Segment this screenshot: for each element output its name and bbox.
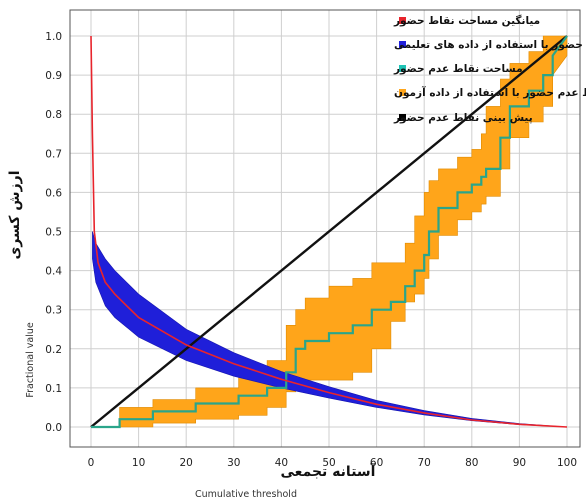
y-tick-label-7: 0.7 (45, 148, 62, 160)
legend-label-1: میانگین نقاط حضور با استفاده از داده های… (394, 38, 586, 51)
x-tick-label-5: 50 (322, 457, 335, 469)
x-tick-label-4: 40 (275, 457, 288, 469)
x-tick-label-2: 20 (180, 457, 193, 469)
predicted-omission-line (90, 35, 568, 428)
plot-frame (69, 9, 581, 448)
y-tick-label-10: 1.0 (45, 31, 62, 43)
y-tick-label-2: 0.2 (45, 344, 62, 356)
legend-swatch-2 (399, 65, 406, 72)
y-tick-label-5: 0.5 (45, 227, 62, 239)
y-tick-label-4: 0.4 (45, 266, 62, 278)
x-tick-label-10: 100 (557, 457, 577, 469)
test-omission-line (91, 35, 568, 429)
y-tick-label-3: 0.3 (45, 305, 62, 317)
legend-label-0: میانگین مساحت نقاط حضور (393, 14, 540, 27)
y-tick-label-0: 0.0 (45, 422, 62, 434)
plot-area (90, 35, 568, 429)
legend-swatch-4 (399, 114, 406, 121)
legend: میانگین مساحت نقاط حضور میانگین نقاط حضور… (393, 14, 586, 124)
x-axis-title-english: Cumulative threshold (195, 489, 297, 500)
y-tick-label-6: 0.6 (45, 187, 62, 199)
x-tick-label-3: 30 (227, 457, 240, 469)
legend-label-4: پیش بینی نقاط عدم حضور (393, 112, 533, 124)
y-tick-label-9: 0.9 (45, 70, 62, 82)
legend-label-2: مساحت نقاط عدم حضور (393, 63, 523, 75)
legend-swatch-0 (399, 17, 406, 24)
y-axis-title-persian: ارزش کسری (7, 170, 23, 259)
legend-swatch-1 (399, 41, 406, 48)
legend-swatch-3 (399, 89, 406, 96)
x-tick-label-9: 90 (513, 457, 526, 469)
x-tick-label-8: 80 (465, 457, 478, 469)
y-axis-title-english: Fractional value (25, 322, 36, 398)
y-tick-label-8: 0.8 (45, 109, 62, 121)
x-tick-label-7: 70 (418, 457, 431, 469)
x-tick-label-0: 0 (88, 457, 95, 469)
legend-label-3: میانگین نقاط عدم حضور با استفاده از داده… (394, 86, 586, 99)
x-tick-label-6: 60 (370, 457, 383, 469)
y-tick-label-1: 0.1 (45, 383, 62, 395)
x-tick-labels: 0 10 20 30 40 50 60 70 80 90 100 (88, 457, 577, 469)
mean-area-line (90, 35, 568, 428)
y-tick-labels: 0.0 0.1 0.2 0.3 0.4 0.5 0.6 0.7 0.8 0.9 1.0 (45, 31, 62, 434)
x-axis-title-persian: آستانه تجمعی (281, 462, 377, 480)
x-tick-label-1: 10 (132, 457, 145, 469)
